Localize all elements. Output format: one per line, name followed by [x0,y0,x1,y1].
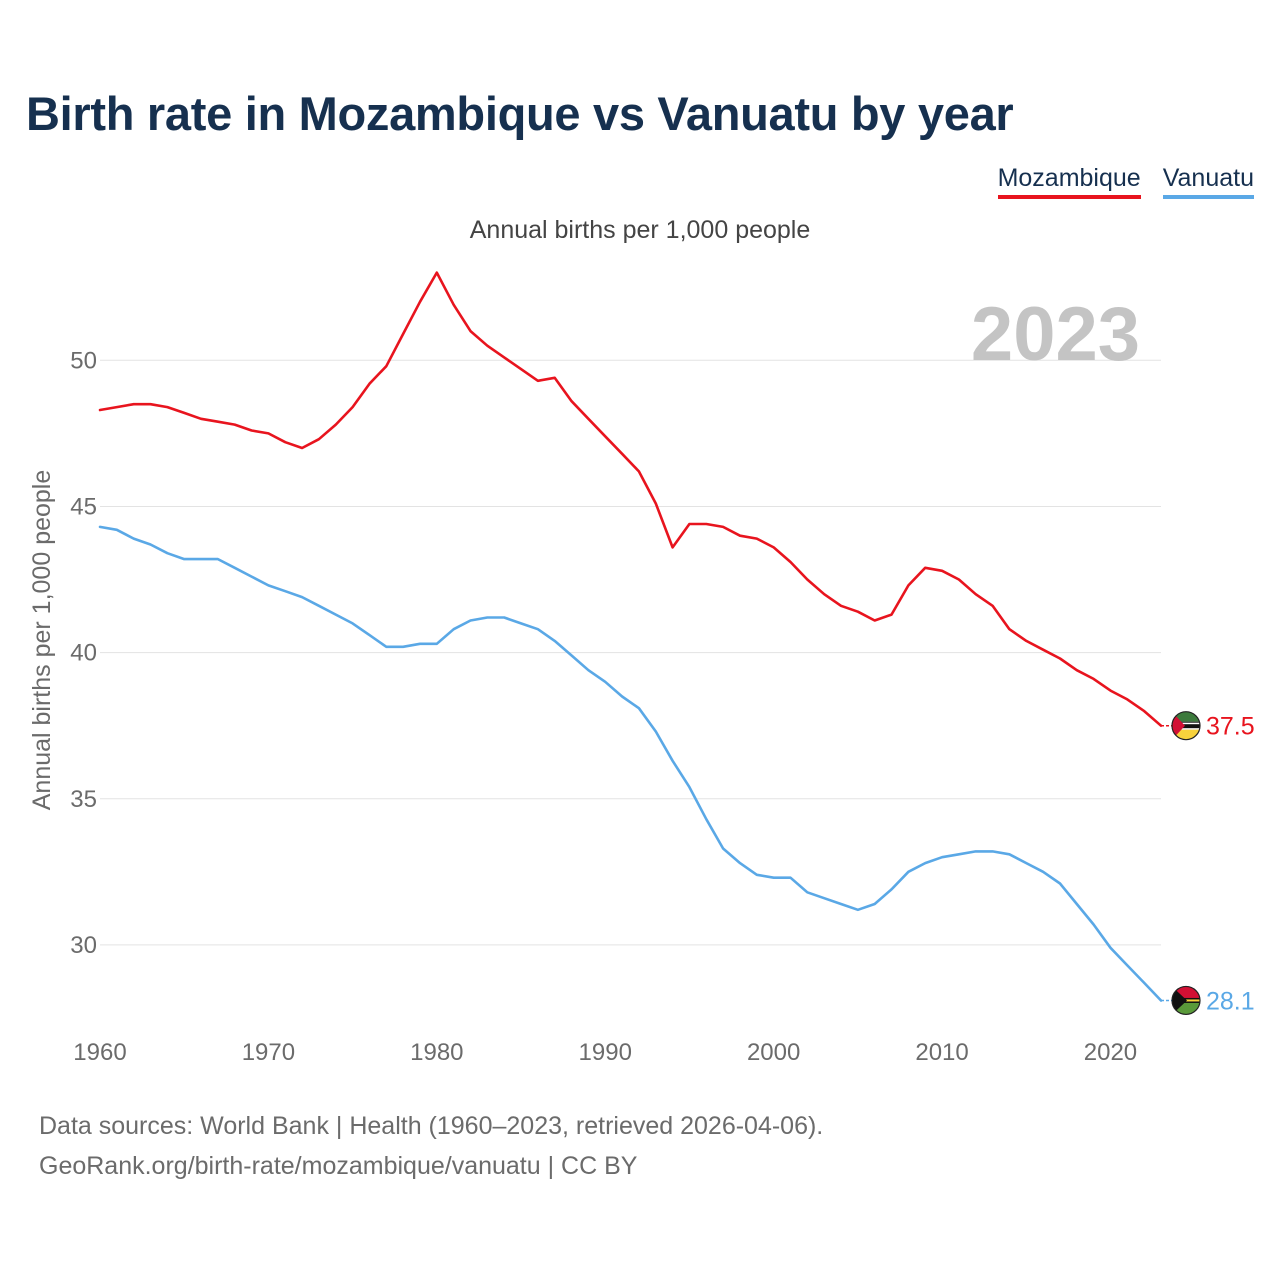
grid-layer [100,359,1161,946]
end-value-label-mozambique: 37.5 [1206,713,1255,741]
end-value-label-vanuatu: 28.1 [1206,987,1255,1015]
chart-subtitle: Annual births per 1,000 people [469,216,811,244]
flag-vanuatu-icon [1171,985,1201,1016]
legend-item-mozambique[interactable]: Mozambique [997,164,1141,199]
y-axis-title: Annual births per 1,000 people [28,470,56,811]
x-tick-label-1960: 1960 [73,1039,126,1066]
series-line-vanuatu[interactable] [98,525,1163,1002]
x-tick-label-2020: 2020 [1084,1039,1137,1066]
x-tick-label-1990: 1990 [579,1039,632,1066]
y-tick-label-30: 30 [70,932,97,959]
series-layer: 37.5 28.1 [98,271,1255,1016]
y-tick-label-50: 50 [70,347,97,374]
footer-sources: Data sources: World Bank | Health (1960–… [39,1112,824,1140]
x-tick-label-1980: 1980 [410,1039,463,1066]
page-title: Birth rate in Mozambique vs Vanuatu by y… [26,87,1014,140]
chart-legend: Mozambique Vanuatu [997,164,1254,199]
x-tick-label-2010: 2010 [915,1039,968,1066]
flag-mozambique-icon [1171,711,1201,741]
line-chart: 2023 30 35 40 45 50 1960 1970 1980 1990 2000 2010 2… [28,271,1255,1066]
axis-layer: 30 35 40 45 50 1960 1970 1980 1990 2000 2010 2020 [70,347,1137,1066]
year-badge: 2023 [971,292,1140,377]
x-tick-label-1970: 1970 [242,1039,295,1066]
y-tick-label-35: 35 [70,786,97,813]
legend-item-vanuatu[interactable]: Vanuatu [1162,164,1254,199]
series-line-mozambique[interactable] [98,271,1163,728]
footer-attribution[interactable]: GeoRank.org/birth-rate/mozambique/vanuat… [39,1152,638,1180]
y-tick-label-45: 45 [70,493,97,520]
y-tick-label-40: 40 [70,640,97,667]
footer: Data sources: World Bank | Health (1960–… [39,1106,823,1186]
x-tick-label-2000: 2000 [747,1039,800,1066]
